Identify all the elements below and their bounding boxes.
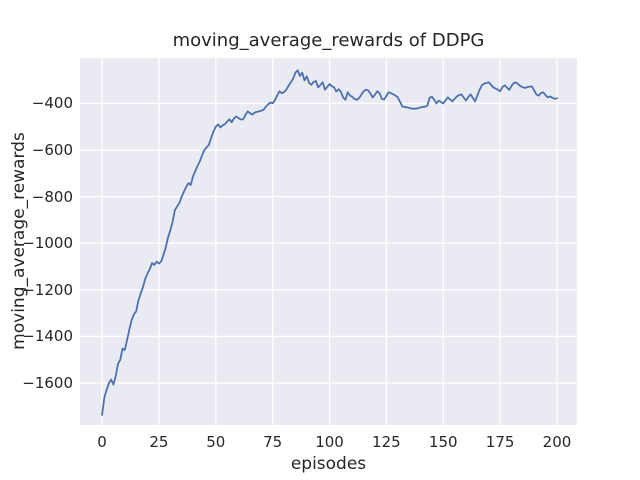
y-tick-label: −800: [31, 187, 73, 206]
y-tick-label: −1600: [22, 374, 73, 393]
x-tick-label: 150: [428, 433, 458, 451]
y-tick-label: −400: [31, 94, 73, 113]
x-tick-label: 100: [315, 433, 344, 451]
chart-title: moving_average_rewards of DDPG: [172, 30, 485, 51]
x-tick-label: 50: [206, 433, 226, 451]
x-tick-label: 25: [149, 433, 169, 451]
x-axis-label: episodes: [290, 454, 367, 474]
plot-area: [80, 58, 577, 425]
reward-line: [101, 69, 558, 416]
plot-canvas: [80, 58, 577, 425]
y-tick-label: −600: [31, 141, 73, 160]
y-tick-label: −1400: [22, 327, 73, 346]
x-tick-label: 125: [372, 433, 401, 451]
y-tick-label: −1200: [22, 280, 73, 299]
x-tick-label: 175: [485, 433, 515, 451]
y-tick-label: −1000: [22, 234, 73, 253]
x-tick-label: 200: [542, 433, 572, 451]
x-tick-label: 0: [97, 433, 107, 451]
plot-background: [80, 58, 577, 425]
x-tick-label: 75: [263, 433, 283, 451]
